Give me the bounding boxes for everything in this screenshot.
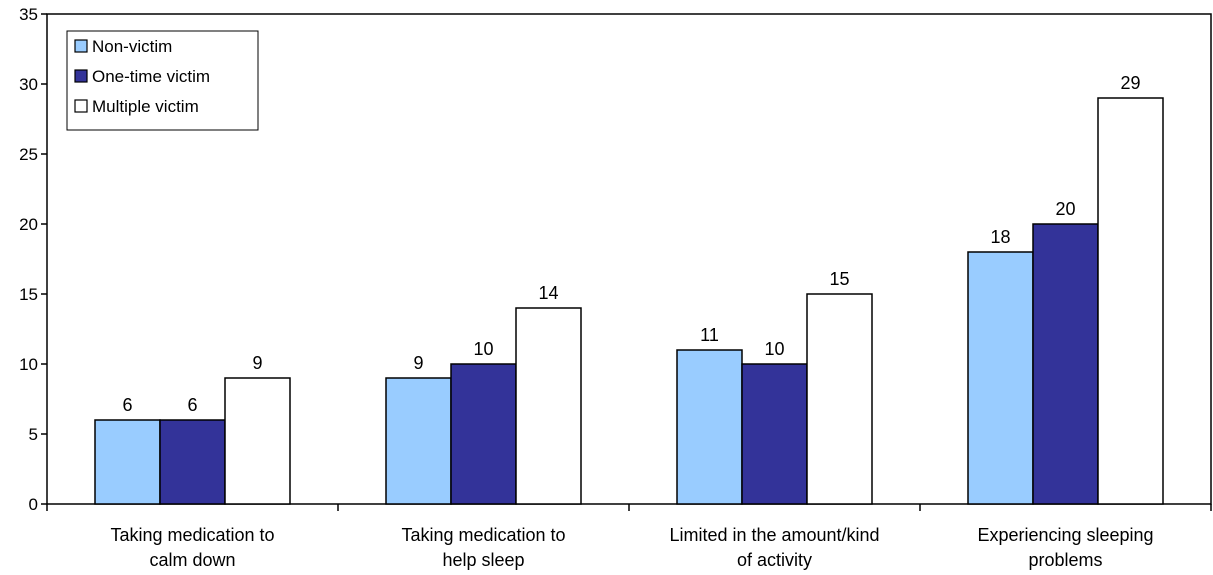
data-label: 6 <box>187 395 197 415</box>
legend-box <box>66 30 259 131</box>
legend: Non-victim One-time victim Multiple victim <box>66 30 259 131</box>
x-category-label: calm down <box>149 550 235 570</box>
bar <box>806 293 873 505</box>
legend-entry: Non-victim <box>92 37 172 56</box>
legend-swatch <box>74 69 88 83</box>
x-category-label: of activity <box>737 550 812 570</box>
data-label: 20 <box>1055 199 1075 219</box>
y-tick-label: 30 <box>19 75 38 94</box>
x-category-label: Limited in the amount/kind <box>669 525 879 545</box>
plot-area: 0 5 10 15 20 25 30 35 Taking medication to calm d… <box>19 5 1212 570</box>
y-tick-label: 15 <box>19 285 38 304</box>
legend-entry: One-time victim <box>92 67 210 86</box>
bar <box>450 363 517 505</box>
data-label: 10 <box>473 339 493 359</box>
data-label: 14 <box>538 283 558 303</box>
bar <box>385 377 452 505</box>
data-label: 29 <box>1120 73 1140 93</box>
bar <box>515 307 582 505</box>
bar <box>94 419 161 505</box>
x-category-label: Taking medication to <box>110 525 274 545</box>
data-label: 15 <box>829 269 849 289</box>
bar <box>159 419 226 505</box>
bar <box>741 363 808 505</box>
data-label: 11 <box>700 325 719 345</box>
bar <box>1032 223 1099 505</box>
data-label: 9 <box>413 353 423 373</box>
y-tick-label: 10 <box>19 355 38 374</box>
bar <box>1097 97 1164 505</box>
data-label: 18 <box>990 227 1010 247</box>
x-category-label: Taking medication to <box>401 525 565 545</box>
y-tick-label: 0 <box>29 495 38 514</box>
x-category-label: problems <box>1028 550 1102 570</box>
y-tick-label: 20 <box>19 215 38 234</box>
legend-swatch <box>74 99 88 113</box>
x-category-label: help sleep <box>442 550 524 570</box>
bar <box>224 377 291 505</box>
bar <box>676 349 743 505</box>
data-label: 10 <box>764 339 784 359</box>
y-tick-label: 35 <box>19 5 38 24</box>
y-tick-label: 25 <box>19 145 38 164</box>
bar <box>967 251 1034 505</box>
y-tick-label: 5 <box>29 425 38 444</box>
x-category-label: Experiencing sleeping <box>977 525 1153 545</box>
legend-swatch <box>74 39 88 53</box>
legend-entry: Multiple victim <box>92 97 199 116</box>
data-label: 9 <box>252 353 262 373</box>
data-label: 6 <box>122 395 132 415</box>
